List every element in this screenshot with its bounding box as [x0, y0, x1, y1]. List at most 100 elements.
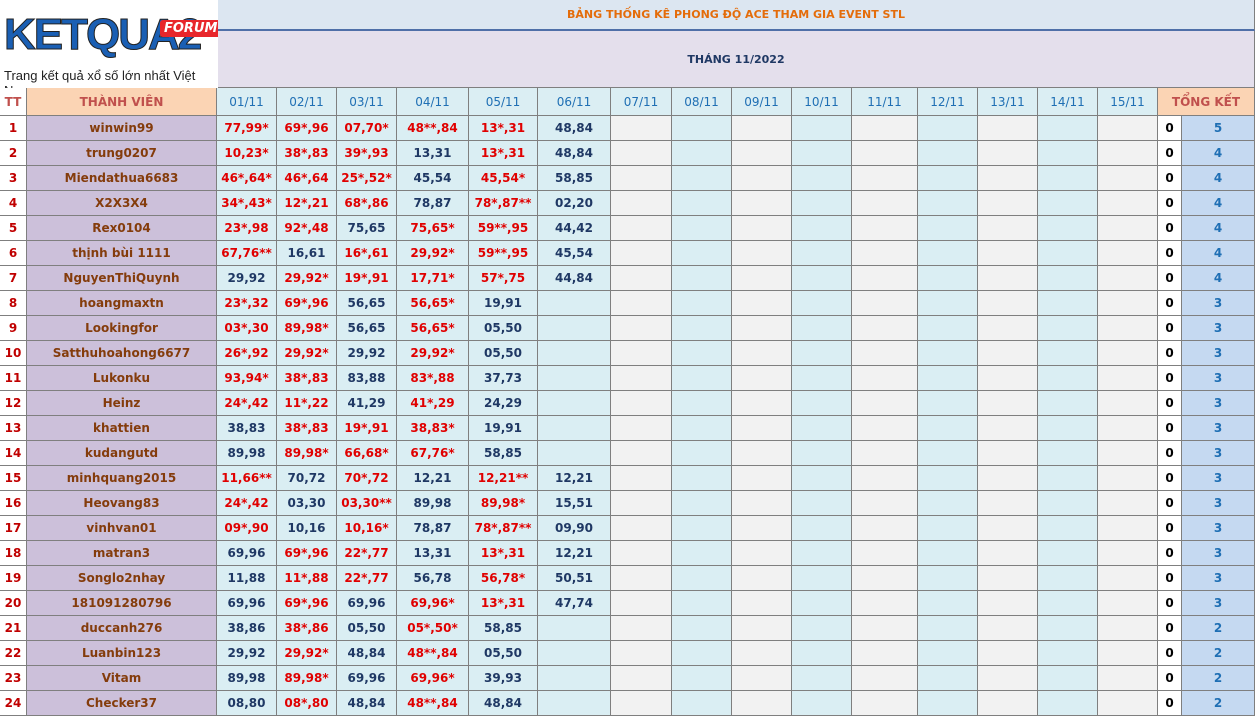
result-cell [611, 216, 672, 241]
result-cell [918, 391, 978, 416]
result-cell [611, 316, 672, 341]
result-cell [732, 466, 792, 491]
result-cell: 83*,88 [397, 366, 469, 391]
result-cell [611, 566, 672, 591]
result-cell [1038, 341, 1098, 366]
total-miss: 0 [1158, 616, 1182, 641]
result-cell: 89,98* [277, 441, 337, 466]
column-header: 08/11 [672, 88, 732, 116]
member-name: duccanh276 [27, 616, 217, 641]
result-cell [1038, 541, 1098, 566]
total-hit: 3 [1182, 566, 1255, 591]
result-cell: 69*,96 [277, 591, 337, 616]
result-cell: 38*,86 [277, 616, 337, 641]
result-cell [611, 591, 672, 616]
result-cell [918, 591, 978, 616]
result-cell [672, 366, 732, 391]
result-cell [611, 516, 672, 541]
column-header: 13/11 [978, 88, 1038, 116]
result-cell: 38,83* [397, 416, 469, 441]
result-cell [852, 166, 918, 191]
result-cell [1038, 266, 1098, 291]
result-cell [672, 266, 732, 291]
result-cell [732, 566, 792, 591]
result-cell: 26*,92 [217, 341, 277, 366]
result-cell: 29,92* [397, 241, 469, 266]
result-cell [1098, 366, 1158, 391]
result-cell: 19*,91 [337, 416, 397, 441]
result-cell [852, 241, 918, 266]
result-cell [672, 666, 732, 691]
result-cell [732, 341, 792, 366]
result-cell [611, 541, 672, 566]
row-number: 7 [0, 266, 27, 291]
result-cell [732, 416, 792, 441]
result-cell [918, 666, 978, 691]
result-cell: 77,99* [217, 116, 277, 141]
total-hit: 3 [1182, 391, 1255, 416]
result-cell [611, 191, 672, 216]
result-cell [978, 141, 1038, 166]
result-cell [918, 616, 978, 641]
result-cell: 89,98 [397, 491, 469, 516]
result-cell: 78*,87** [469, 191, 538, 216]
result-cell [792, 341, 852, 366]
column-header: 11/11 [852, 88, 918, 116]
result-cell: 45,54 [397, 166, 469, 191]
member-name: NguyenThiQuynh [27, 266, 217, 291]
result-cell: 29,92 [337, 341, 397, 366]
result-cell: 16,61 [277, 241, 337, 266]
result-cell [732, 491, 792, 516]
result-cell [918, 216, 978, 241]
result-cell [732, 366, 792, 391]
result-cell [672, 391, 732, 416]
result-cell [978, 466, 1038, 491]
total-miss: 0 [1158, 291, 1182, 316]
result-cell [918, 641, 978, 666]
result-cell [538, 666, 611, 691]
result-cell [918, 191, 978, 216]
member-name: Rex0104 [27, 216, 217, 241]
column-header: 06/11 [538, 88, 611, 116]
result-cell [918, 141, 978, 166]
result-cell: 69*,96 [277, 541, 337, 566]
total-hit: 3 [1182, 366, 1255, 391]
result-cell: 05,50 [469, 316, 538, 341]
row-number: 6 [0, 241, 27, 266]
result-cell [852, 366, 918, 391]
result-cell: 37,73 [469, 366, 538, 391]
result-cell: 11,88 [217, 566, 277, 591]
result-cell: 75,65* [397, 216, 469, 241]
row-number: 12 [0, 391, 27, 416]
result-cell: 93,94* [217, 366, 277, 391]
result-cell [1038, 466, 1098, 491]
total-miss: 0 [1158, 166, 1182, 191]
result-cell [732, 641, 792, 666]
result-cell: 13,31 [397, 541, 469, 566]
column-header: THÀNH VIÊN [27, 88, 217, 116]
result-cell: 13*,31 [469, 541, 538, 566]
result-cell [1098, 591, 1158, 616]
result-cell: 59**,95 [469, 241, 538, 266]
total-miss: 0 [1158, 691, 1182, 716]
total-miss: 0 [1158, 441, 1182, 466]
title: BẢNG THỐNG KÊ PHONG ĐỘ ACE THAM GIA EVEN… [218, 0, 1255, 31]
result-cell [978, 641, 1038, 666]
result-cell: 58,85 [469, 616, 538, 641]
result-cell [978, 316, 1038, 341]
result-cell: 59**,95 [469, 216, 538, 241]
result-cell [538, 291, 611, 316]
member-name: hoangmaxtn [27, 291, 217, 316]
result-cell [611, 141, 672, 166]
total-miss: 0 [1158, 466, 1182, 491]
total-miss: 0 [1158, 416, 1182, 441]
column-header: 15/11 [1098, 88, 1158, 116]
result-cell [1098, 141, 1158, 166]
result-cell [672, 441, 732, 466]
result-cell [978, 441, 1038, 466]
row-number: 18 [0, 541, 27, 566]
column-header: TT [0, 88, 27, 116]
result-cell: 09*,90 [217, 516, 277, 541]
result-cell: 70,72 [277, 466, 337, 491]
row-number: 19 [0, 566, 27, 591]
